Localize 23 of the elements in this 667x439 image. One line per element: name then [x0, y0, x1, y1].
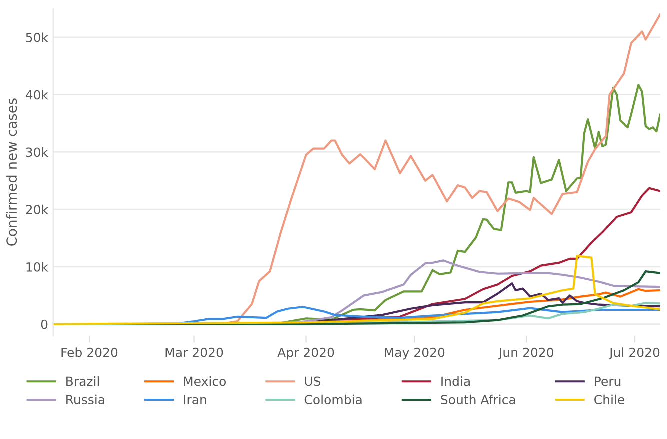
legend-label: Peru — [595, 376, 621, 386]
y-tick-label: 0 — [41, 320, 48, 330]
y-tick-label: 30k — [26, 147, 48, 158]
x-tick-label: Jul 2020 — [608, 348, 660, 360]
x-tick-label: Mar 2020 — [166, 348, 224, 358]
y-tick-label: 40k — [26, 90, 48, 100]
legend-label: Russia — [66, 394, 104, 405]
x-tick-label: May 2020 — [385, 348, 445, 360]
legend-label: Mexico — [184, 376, 226, 386]
legend-label: South Africa — [441, 394, 516, 405]
x-tick-label: Jun 2020 — [498, 348, 554, 360]
legend-label: India — [442, 376, 470, 386]
legend-label: Chile — [594, 394, 624, 405]
x-tick-label: Apr 2020 — [278, 348, 334, 360]
legend-label: US — [305, 376, 321, 386]
legend-label: Colombia — [304, 394, 362, 405]
legend-label: Iran — [184, 395, 206, 405]
x-tick-label: Feb 2020 — [62, 348, 118, 358]
y-tick-label: 20k — [26, 204, 48, 215]
legend-label: Brazil — [66, 376, 100, 386]
y-tick-label: 50k — [26, 32, 48, 42]
y-axis-title: Confirmed new cases — [6, 98, 18, 246]
y-tick-label: 10k — [26, 262, 48, 272]
